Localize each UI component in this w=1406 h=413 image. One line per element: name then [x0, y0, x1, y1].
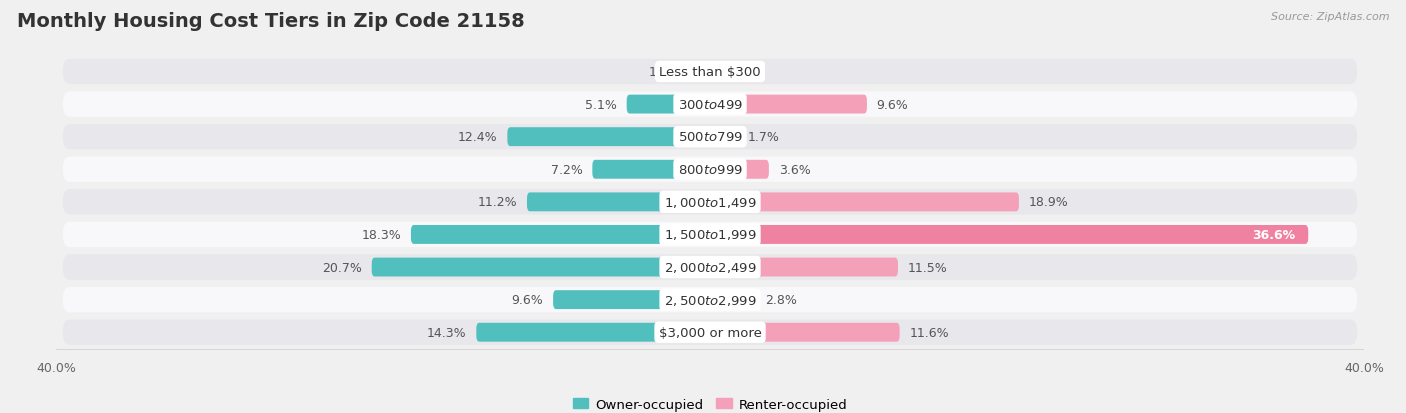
- FancyBboxPatch shape: [627, 95, 710, 114]
- FancyBboxPatch shape: [710, 323, 900, 342]
- FancyBboxPatch shape: [710, 95, 868, 114]
- Text: Less than $300: Less than $300: [659, 66, 761, 79]
- Text: $300 to $499: $300 to $499: [678, 98, 742, 112]
- Text: 18.9%: 18.9%: [1029, 196, 1069, 209]
- Text: Monthly Housing Cost Tiers in Zip Code 21158: Monthly Housing Cost Tiers in Zip Code 2…: [17, 12, 524, 31]
- FancyBboxPatch shape: [63, 125, 1357, 150]
- FancyBboxPatch shape: [371, 258, 710, 277]
- FancyBboxPatch shape: [710, 160, 769, 179]
- Legend: Owner-occupied, Renter-occupied: Owner-occupied, Renter-occupied: [567, 392, 853, 413]
- Text: $1,500 to $1,999: $1,500 to $1,999: [664, 228, 756, 242]
- Text: 14.3%: 14.3%: [427, 326, 467, 339]
- Text: $1,000 to $1,499: $1,000 to $1,499: [664, 195, 756, 209]
- Text: 2.8%: 2.8%: [766, 293, 797, 306]
- Text: 3.6%: 3.6%: [779, 164, 810, 176]
- FancyBboxPatch shape: [63, 222, 1357, 247]
- Text: 1.2%: 1.2%: [648, 66, 681, 79]
- FancyBboxPatch shape: [63, 59, 1357, 85]
- FancyBboxPatch shape: [477, 323, 710, 342]
- FancyBboxPatch shape: [411, 225, 710, 244]
- FancyBboxPatch shape: [63, 92, 1357, 118]
- Text: 20.7%: 20.7%: [322, 261, 361, 274]
- Text: 11.6%: 11.6%: [910, 326, 949, 339]
- FancyBboxPatch shape: [710, 128, 738, 147]
- Text: 11.2%: 11.2%: [478, 196, 517, 209]
- FancyBboxPatch shape: [710, 193, 1019, 212]
- FancyBboxPatch shape: [527, 193, 710, 212]
- FancyBboxPatch shape: [63, 320, 1357, 345]
- Text: 9.6%: 9.6%: [877, 98, 908, 112]
- FancyBboxPatch shape: [710, 225, 1308, 244]
- Text: Source: ZipAtlas.com: Source: ZipAtlas.com: [1271, 12, 1389, 22]
- Text: $2,000 to $2,499: $2,000 to $2,499: [664, 261, 756, 274]
- FancyBboxPatch shape: [592, 160, 710, 179]
- FancyBboxPatch shape: [690, 63, 710, 82]
- FancyBboxPatch shape: [63, 255, 1357, 280]
- FancyBboxPatch shape: [553, 290, 710, 309]
- FancyBboxPatch shape: [63, 287, 1357, 313]
- Text: 0.0%: 0.0%: [720, 66, 752, 79]
- Text: $500 to $799: $500 to $799: [678, 131, 742, 144]
- Text: 36.6%: 36.6%: [1253, 228, 1295, 241]
- FancyBboxPatch shape: [63, 157, 1357, 183]
- Text: $800 to $999: $800 to $999: [678, 164, 742, 176]
- Text: 1.7%: 1.7%: [748, 131, 779, 144]
- FancyBboxPatch shape: [710, 290, 756, 309]
- Text: 12.4%: 12.4%: [458, 131, 498, 144]
- FancyBboxPatch shape: [63, 190, 1357, 215]
- FancyBboxPatch shape: [508, 128, 710, 147]
- Text: 5.1%: 5.1%: [585, 98, 617, 112]
- Text: $2,500 to $2,999: $2,500 to $2,999: [664, 293, 756, 307]
- Text: 7.2%: 7.2%: [551, 164, 582, 176]
- Text: $3,000 or more: $3,000 or more: [658, 326, 762, 339]
- FancyBboxPatch shape: [710, 258, 898, 277]
- Text: 11.5%: 11.5%: [908, 261, 948, 274]
- Text: 18.3%: 18.3%: [361, 228, 401, 241]
- Text: 9.6%: 9.6%: [512, 293, 543, 306]
